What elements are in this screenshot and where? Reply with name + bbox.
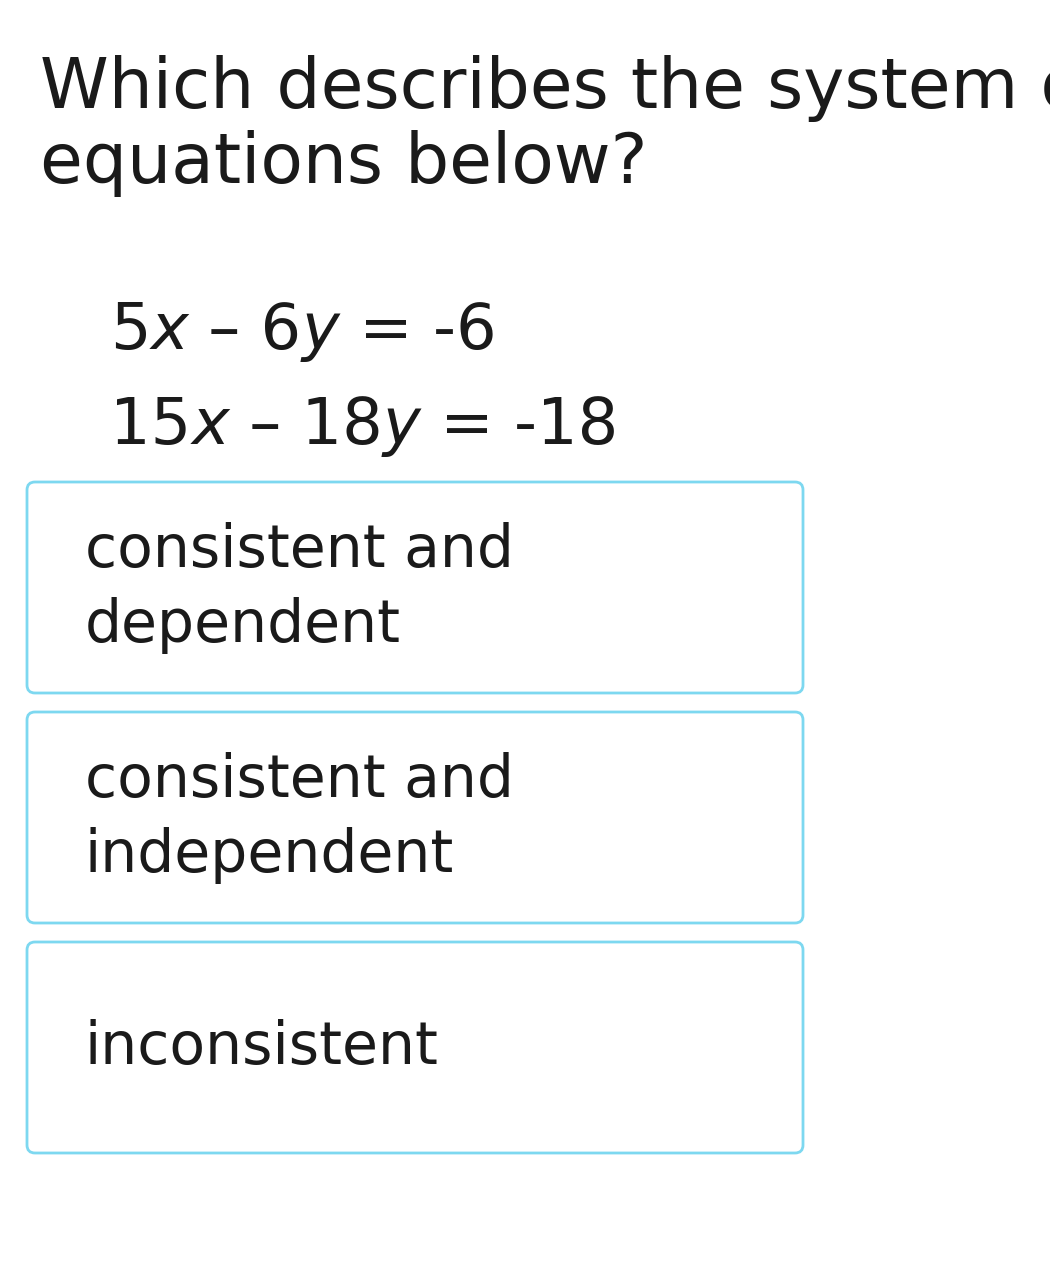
FancyBboxPatch shape (27, 943, 803, 1154)
Text: – 18: – 18 (229, 395, 383, 457)
Text: = -6: = -6 (339, 300, 497, 361)
Text: inconsistent: inconsistent (85, 1019, 439, 1076)
Text: 15: 15 (110, 395, 191, 457)
Text: x: x (191, 395, 229, 457)
Text: y: y (301, 300, 339, 361)
Text: x: x (150, 300, 188, 361)
FancyBboxPatch shape (27, 482, 803, 693)
Text: consistent and
independent: consistent and independent (85, 751, 513, 883)
Text: Which describes the system of: Which describes the system of (40, 55, 1050, 122)
Text: y: y (383, 395, 420, 457)
Text: 5: 5 (110, 300, 150, 361)
Text: – 6: – 6 (188, 300, 301, 361)
FancyBboxPatch shape (27, 712, 803, 923)
Text: = -18: = -18 (420, 395, 618, 457)
Text: consistent and
dependent: consistent and dependent (85, 522, 513, 653)
Text: equations below?: equations below? (40, 130, 648, 197)
